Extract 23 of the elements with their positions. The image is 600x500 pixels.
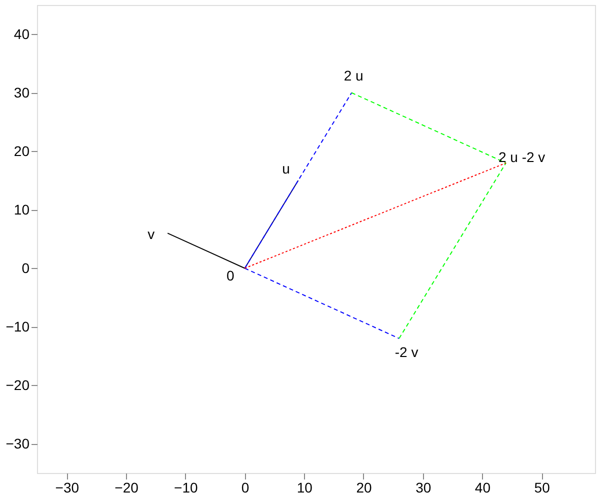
annotation: 0 [226,267,234,284]
annotation: u [282,160,290,176]
annotation: v [148,226,155,242]
annotation: 2 u -2 v [498,149,546,166]
annotation: -2 v [394,344,418,360]
x-tick-label: 30 [416,480,432,496]
y-tick-label: 40 [14,26,30,42]
x-tick-label: 40 [474,480,491,496]
x-tick-label: 50 [534,480,550,496]
x-tick-label: −10 [174,480,198,496]
y-tick-label: 10 [14,201,30,218]
annotation: 2 u [344,67,364,84]
x-tick-label: −30 [55,480,80,496]
x-tick-label: 0 [241,480,250,496]
y-tick-label: 0 [22,260,30,276]
y-tick-label: −30 [6,435,30,452]
y-tick-label: −20 [6,376,30,393]
x-tick-label: 20 [356,480,372,496]
y-tick-label: 20 [14,142,30,159]
y-tick-label: −10 [6,318,30,334]
x-tick-label: 10 [296,480,313,496]
y-tick-label: 30 [14,84,30,100]
x-tick-label: −20 [114,480,139,496]
